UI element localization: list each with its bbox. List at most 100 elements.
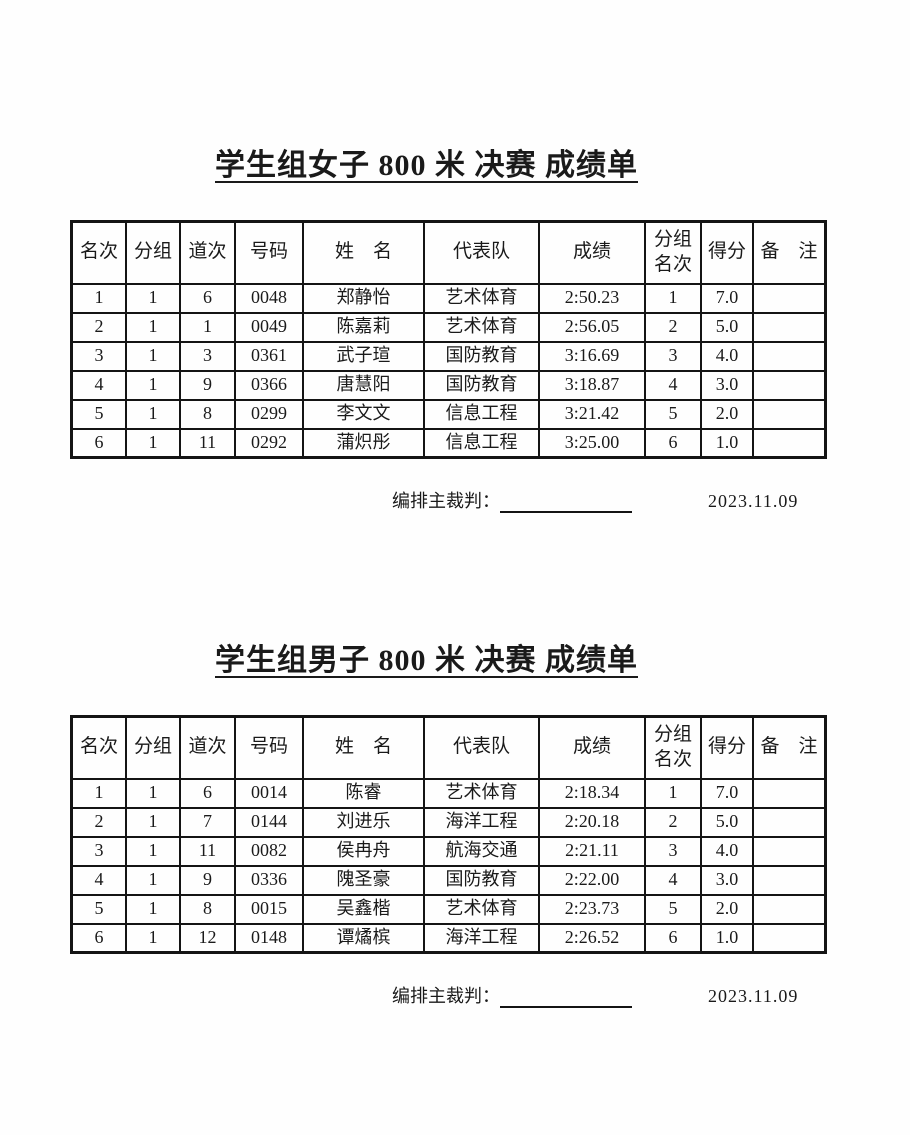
table-cell	[752, 864, 827, 896]
column-header: 备 注	[752, 220, 827, 285]
table-cell: 1	[125, 893, 181, 925]
table-cell: 2:21.11	[538, 835, 646, 867]
table-row: 5 1 8 0015 吴鑫楷 艺术体育 2:23.73 5 2.0	[70, 893, 827, 925]
table-row: 3 1 3 0361 武子瑄 国防教育 3:16.69 3 4.0	[70, 340, 827, 372]
table-cell: 6	[644, 922, 702, 954]
table-cell	[752, 893, 827, 925]
table-cell: 2:20.18	[538, 806, 646, 838]
table-cell: 8	[179, 893, 236, 925]
table-cell: 武子瑄	[302, 340, 425, 372]
table-cell: 4.0	[700, 835, 754, 867]
table-cell: 1	[644, 282, 702, 314]
table-cell: 7.0	[700, 282, 754, 314]
table-cell: 4.0	[700, 340, 754, 372]
table-cell: 3	[70, 835, 127, 867]
date-text: 2023.11.09	[708, 491, 799, 512]
table-cell: 2:22.00	[538, 864, 646, 896]
table-cell: 4	[644, 864, 702, 896]
table-cell: 1	[125, 340, 181, 372]
table-cell: 9	[179, 864, 236, 896]
table-cell: 陈嘉莉	[302, 311, 425, 343]
table-cell: 5	[644, 398, 702, 430]
table-cell: 1	[125, 806, 181, 838]
table-cell: 2	[644, 806, 702, 838]
table-row: 6 1 12 0148 谭燏槟 海洋工程 2:26.52 6 1.0	[70, 922, 827, 954]
column-header: 姓 名	[302, 715, 425, 780]
table-cell: 2.0	[700, 398, 754, 430]
signature-line	[500, 986, 632, 1008]
table-cell: 0336	[234, 864, 304, 896]
column-header: 号码	[234, 220, 304, 285]
table-cell: 9	[179, 369, 236, 401]
table-cell: 国防教育	[423, 864, 540, 896]
table-cell: 国防教育	[423, 369, 540, 401]
table-cell	[752, 922, 827, 954]
table-cell: 李文文	[302, 398, 425, 430]
table-cell: 艺术体育	[423, 893, 540, 925]
table-cell: 国防教育	[423, 340, 540, 372]
signature-line	[500, 491, 632, 513]
table-cell: 1	[125, 311, 181, 343]
table-cell: 6	[179, 282, 236, 314]
table-cell: 1.0	[700, 427, 754, 459]
table-cell: 3	[644, 835, 702, 867]
table-cell: 蒲炽彤	[302, 427, 425, 459]
sheet-footer: 编排主裁判： 2023.11.09	[392, 491, 910, 513]
table-cell: 3	[70, 340, 127, 372]
table-cell: 0048	[234, 282, 304, 314]
table-cell: 6	[179, 777, 236, 809]
column-header: 分组名次	[644, 715, 702, 780]
table-cell: 0049	[234, 311, 304, 343]
column-header: 成绩	[538, 220, 646, 285]
table-cell: 2:56.05	[538, 311, 646, 343]
table-cell: 1	[644, 777, 702, 809]
table-cell: 6	[644, 427, 702, 459]
sheet-title: 学生组男子 800 米 决赛 成绩单	[215, 644, 638, 677]
column-header: 道次	[179, 715, 236, 780]
table-cell: 2:50.23	[538, 282, 646, 314]
header-row: 名次 分组 道次 号码姓 名代表队 成绩 分组名次 得分备 注	[70, 220, 827, 285]
table-cell: 1	[70, 777, 127, 809]
table-row: 2 1 7 0144 刘进乐 海洋工程 2:20.18 2 5.0	[70, 806, 827, 838]
column-header: 得分	[700, 220, 754, 285]
column-header: 分组	[125, 220, 181, 285]
table-cell: 2.0	[700, 893, 754, 925]
table-row: 3 1 11 0082 侯冉舟 航海交通 2:21.11 3 4.0	[70, 835, 827, 867]
judge-label: 编排主裁判：	[392, 986, 500, 1007]
sheet-title: 学生组女子 800 米 决赛 成绩单	[215, 149, 638, 182]
table-cell	[752, 282, 827, 314]
table-cell: 2:26.52	[538, 922, 646, 954]
table-cell: 1	[70, 282, 127, 314]
table-cell: 3:18.87	[538, 369, 646, 401]
table-cell: 2	[70, 806, 127, 838]
table-cell: 1	[125, 427, 181, 459]
date-text: 2023.11.09	[708, 986, 799, 1007]
table-cell: 0366	[234, 369, 304, 401]
column-header: 名次	[70, 220, 127, 285]
table-cell: 5.0	[700, 311, 754, 343]
results-sheet-women: 学生组女子 800 米 决赛 成绩单 名次 分组 道次 号码姓 名代表队 成绩 分组名次得…	[0, 0, 910, 513]
table-cell: 0014	[234, 777, 304, 809]
column-header: 分组	[125, 715, 181, 780]
table-cell: 艺术体育	[423, 282, 540, 314]
table-cell: 5.0	[700, 806, 754, 838]
table-cell: 1	[125, 398, 181, 430]
table-cell: 刘进乐	[302, 806, 425, 838]
table-cell: 海洋工程	[423, 922, 540, 954]
table-cell	[752, 311, 827, 343]
table-cell: 2	[70, 311, 127, 343]
results-table: 名次 分组 道次 号码姓 名代表队 成绩 分组名次 得分备 注 1 1 6 0048 郑静怡 艺术体育…	[70, 220, 827, 459]
table-cell: 隗圣豪	[302, 864, 425, 896]
table-row: 4 1 9 0366 唐慧阳 国防教育 3:18.87 4 3.0	[70, 369, 827, 401]
table-row: 1 1 6 0014 陈睿 艺术体育 2:18.34 1 7.0	[70, 777, 827, 809]
table-body: 1 1 6 0014 陈睿 艺术体育 2:18.34 1 7.0 2 1 7 0144 刘进乐 海洋工程 2:…	[70, 777, 827, 954]
table-cell: 12	[179, 922, 236, 954]
table-cell: 3	[179, 340, 236, 372]
table-cell	[752, 835, 827, 867]
table-cell: 1.0	[700, 922, 754, 954]
column-header: 成绩	[538, 715, 646, 780]
table-cell: 1	[125, 864, 181, 896]
table-cell: 1	[125, 922, 181, 954]
table-cell: 2:23.73	[538, 893, 646, 925]
table-cell: 11	[179, 427, 236, 459]
